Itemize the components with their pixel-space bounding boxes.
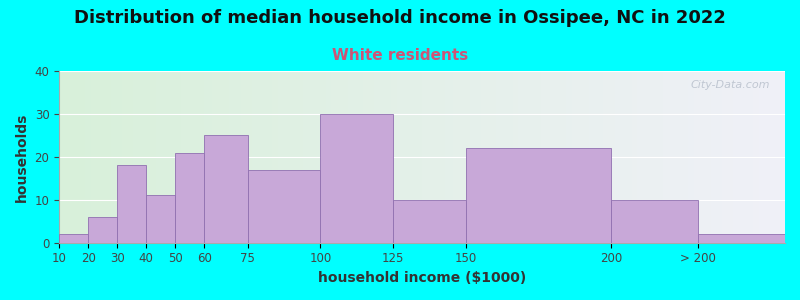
Y-axis label: households: households (15, 112, 29, 202)
Bar (248, 170, 321, 243)
Text: City-Data.com: City-Data.com (691, 80, 770, 90)
Text: Distribution of median household income in Ossipee, NC in 2022: Distribution of median household income … (74, 9, 726, 27)
Bar (466, 148, 610, 243)
Bar (204, 135, 248, 243)
Bar (698, 234, 785, 243)
Bar (610, 200, 698, 243)
Bar (118, 165, 146, 243)
Bar (321, 114, 393, 243)
Text: White residents: White residents (332, 48, 468, 63)
Bar (88, 217, 118, 243)
Bar (393, 200, 466, 243)
Bar (59, 234, 88, 243)
Bar (175, 153, 204, 243)
Bar (146, 196, 175, 243)
X-axis label: household income ($1000): household income ($1000) (318, 271, 526, 285)
